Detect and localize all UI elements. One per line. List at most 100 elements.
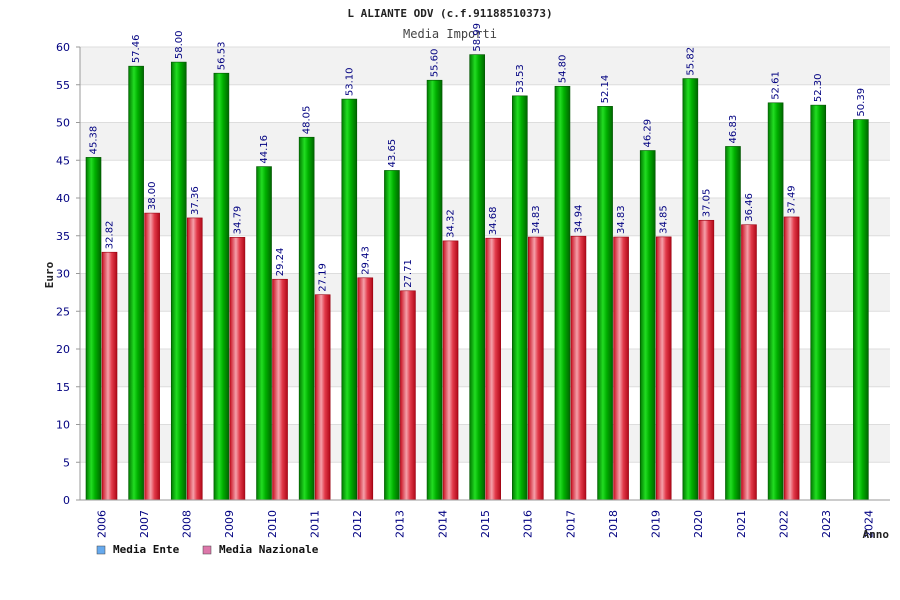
bar-media-ente xyxy=(639,150,656,501)
bar-media-nazionale xyxy=(528,236,544,501)
bar-media-nazionale xyxy=(144,212,160,501)
y-tick-label: 20 xyxy=(56,343,70,356)
bar-media-nazionale xyxy=(400,290,416,501)
value-label: 50.39 xyxy=(856,88,867,117)
bar-media-ente xyxy=(128,65,144,501)
value-label: 54.80 xyxy=(557,55,568,84)
value-label: 34.83 xyxy=(531,205,542,234)
value-labels: 45.38 32.82 57.46 38.00 58.00 37.36 56.53 34.79… xyxy=(89,23,867,292)
x-tick-label: 2024 xyxy=(863,510,876,538)
value-label: 58.00 xyxy=(174,30,185,59)
x-axis-ticks: 2006 2007 2008 2009 2010 2011 2012 2013 2014 2015… xyxy=(95,510,875,538)
x-tick-label: 2012 xyxy=(351,510,364,538)
x-tick-label: 2006 xyxy=(95,510,108,538)
value-label: 34.94 xyxy=(573,205,584,234)
bar-media-ente xyxy=(853,119,869,501)
chart-subtitle: Media Importi xyxy=(403,27,497,41)
value-label: 37.05 xyxy=(701,189,712,218)
value-label: 36.46 xyxy=(744,193,755,222)
value-label: 34.68 xyxy=(488,207,499,236)
bar-media-ente xyxy=(298,136,315,501)
bar-media-ente xyxy=(469,54,485,501)
y-tick-label: 60 xyxy=(56,41,70,54)
y-tick-label: 5 xyxy=(63,456,70,469)
bar-media-ente xyxy=(170,61,187,501)
bar-media-nazionale xyxy=(655,236,672,501)
legend-swatch-ente xyxy=(96,545,106,555)
value-label: 57.46 xyxy=(131,35,142,64)
legend-label-ente: Media Ente xyxy=(113,543,180,556)
value-label: 58.99 xyxy=(472,23,483,52)
grid-band xyxy=(80,47,890,85)
x-tick-label: 2014 xyxy=(436,510,449,538)
value-label: 37.36 xyxy=(190,186,201,215)
bar-media-nazionale xyxy=(485,237,501,501)
bar-media-nazionale xyxy=(314,294,331,501)
bar-media-ente xyxy=(682,78,699,501)
x-tick-label: 2017 xyxy=(564,510,577,538)
value-label: 52.61 xyxy=(771,71,782,100)
value-label: 52.14 xyxy=(600,75,611,104)
bar-media-nazionale xyxy=(783,216,800,501)
value-label: 27.19 xyxy=(318,263,329,292)
x-tick-label: 2023 xyxy=(820,510,833,538)
bar-media-ente xyxy=(256,166,272,501)
bar-media-ente xyxy=(341,98,358,501)
value-label: 46.83 xyxy=(728,115,739,144)
x-tick-label: 2021 xyxy=(735,510,748,538)
y-tick-label: 25 xyxy=(56,305,70,318)
value-label: 46.29 xyxy=(643,119,654,148)
bar-media-ente xyxy=(597,106,613,501)
y-tick-label: 55 xyxy=(56,79,70,92)
bar-media-ente xyxy=(767,102,784,501)
chart-title: L ALIANTE ODV (c.f.91188510373) xyxy=(347,7,552,20)
value-label: 37.49 xyxy=(787,185,798,214)
bar-media-ente xyxy=(554,85,571,501)
value-label: 27.71 xyxy=(403,259,414,288)
bar-media-nazionale xyxy=(741,224,757,501)
value-label: 34.83 xyxy=(616,205,627,234)
x-tick-label: 2015 xyxy=(479,510,492,538)
y-tick-label: 45 xyxy=(56,154,70,167)
y-tick-label: 40 xyxy=(56,192,70,205)
x-tick-label: 2022 xyxy=(777,510,790,538)
value-label: 34.32 xyxy=(446,209,457,238)
y-tick-label: 30 xyxy=(56,268,70,281)
x-tick-label: 2008 xyxy=(181,510,194,538)
y-tick-label: 0 xyxy=(63,494,70,507)
bar-media-nazionale xyxy=(613,236,629,501)
bar-media-ente xyxy=(384,170,400,501)
value-label: 53.10 xyxy=(344,67,355,96)
value-label: 52.30 xyxy=(813,73,824,102)
x-tick-label: 2011 xyxy=(308,510,321,538)
value-label: 34.85 xyxy=(659,205,670,234)
bar-media-nazionale xyxy=(101,251,118,501)
x-axis-title: Anno xyxy=(863,528,890,541)
bar-media-nazionale xyxy=(357,277,374,501)
bar-media-nazionale xyxy=(272,278,288,501)
bar-media-ente xyxy=(85,157,102,501)
value-label: 29.24 xyxy=(275,248,286,277)
x-tick-label: 2020 xyxy=(692,510,705,538)
value-label: 48.05 xyxy=(302,106,313,135)
bar-media-ente xyxy=(426,79,443,501)
y-axis-ticks: 0 5 10 15 20 25 30 35 40 45 50 55 60 xyxy=(56,41,80,507)
value-label: 34.79 xyxy=(232,206,243,235)
y-axis-title: Euro xyxy=(43,261,56,288)
value-label: 53.53 xyxy=(515,64,526,93)
bar-media-ente xyxy=(213,72,230,501)
x-tick-label: 2013 xyxy=(394,510,407,538)
bar-media-nazionale xyxy=(570,235,587,501)
value-label: 29.43 xyxy=(360,246,371,275)
y-tick-label: 10 xyxy=(56,419,70,432)
value-label: 43.65 xyxy=(387,139,398,168)
bar-media-ente xyxy=(725,146,741,501)
bars xyxy=(85,54,869,501)
bar-media-nazionale xyxy=(442,240,459,501)
value-label: 38.00 xyxy=(147,181,158,210)
x-tick-label: 2016 xyxy=(522,510,535,538)
x-tick-label: 2018 xyxy=(607,510,620,538)
x-tick-label: 2007 xyxy=(138,510,151,538)
bar-media-ente xyxy=(810,104,827,501)
